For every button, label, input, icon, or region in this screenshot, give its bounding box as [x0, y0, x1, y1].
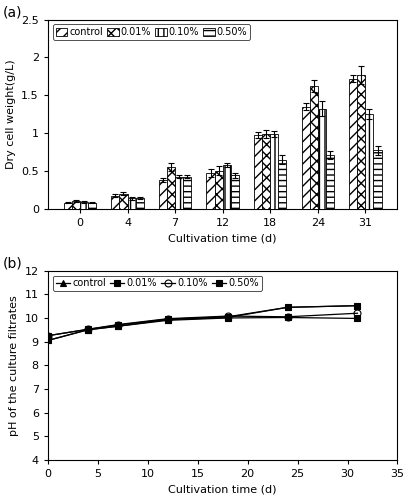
0.50% — [225, 315, 229, 321]
0.10% — [45, 332, 50, 338]
0.10% — [85, 326, 90, 332]
Bar — [183, 177, 191, 209]
control — [165, 316, 170, 322]
control — [225, 314, 229, 320]
Bar — [175, 177, 183, 209]
0.10% — [225, 313, 229, 319]
control — [115, 323, 120, 329]
0.01% — [85, 326, 90, 332]
Bar — [111, 196, 119, 209]
0.01% — [115, 322, 120, 328]
control — [85, 327, 90, 333]
control — [284, 304, 289, 310]
Bar — [222, 165, 230, 209]
Bar — [325, 155, 333, 209]
Line: control: control — [45, 303, 360, 343]
0.50% — [165, 318, 170, 324]
Line: 0.01%: 0.01% — [45, 303, 360, 338]
0.10% — [115, 322, 120, 328]
0.01% — [165, 316, 170, 322]
Bar — [135, 198, 143, 209]
Bar — [261, 134, 270, 209]
Bar — [270, 134, 278, 209]
Y-axis label: Dry cell weight(g/L): Dry cell weight(g/L) — [6, 60, 16, 169]
X-axis label: Cultivation time (d): Cultivation time (d) — [168, 234, 276, 243]
0.01% — [284, 304, 289, 310]
Bar — [301, 106, 309, 209]
Bar — [373, 150, 381, 209]
control — [45, 338, 50, 344]
Legend: control, 0.01%, 0.10%, 0.50%: control, 0.01%, 0.10%, 0.50% — [53, 24, 249, 40]
Bar — [230, 176, 238, 209]
Bar — [127, 198, 135, 209]
Bar — [348, 78, 356, 209]
Bar — [80, 202, 88, 209]
Bar — [356, 75, 364, 209]
Line: 0.50%: 0.50% — [45, 314, 360, 343]
Bar — [309, 86, 317, 209]
Legend: control, 0.01%, 0.10%, 0.50%: control, 0.01%, 0.10%, 0.50% — [53, 276, 261, 291]
0.01% — [354, 302, 359, 308]
0.10% — [354, 310, 359, 316]
0.50% — [115, 323, 120, 329]
0.01% — [45, 332, 50, 338]
Bar — [206, 173, 214, 209]
Bar — [64, 202, 72, 209]
Bar — [72, 201, 80, 209]
Text: (a): (a) — [2, 6, 22, 20]
0.50% — [45, 338, 50, 344]
Text: (b): (b) — [2, 256, 22, 270]
0.01% — [225, 314, 229, 320]
Bar — [88, 202, 96, 209]
Bar — [278, 160, 286, 209]
Bar — [214, 171, 222, 209]
Y-axis label: pH of the culture filtrates: pH of the culture filtrates — [9, 295, 19, 436]
Bar — [119, 194, 127, 209]
control — [354, 302, 359, 308]
0.10% — [284, 314, 289, 320]
Bar — [364, 114, 373, 209]
Line: 0.10%: 0.10% — [44, 310, 360, 339]
0.50% — [85, 327, 90, 333]
Bar — [166, 167, 175, 209]
X-axis label: Cultivation time (d): Cultivation time (d) — [168, 484, 276, 494]
0.50% — [354, 316, 359, 322]
0.50% — [284, 314, 289, 320]
Bar — [254, 134, 261, 209]
Bar — [159, 180, 166, 209]
Bar — [317, 109, 325, 209]
0.10% — [165, 316, 170, 322]
